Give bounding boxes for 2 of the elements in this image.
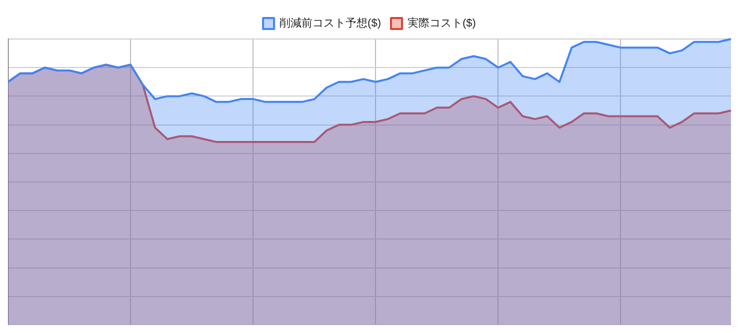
legend-label: 実際コスト($) <box>408 16 476 30</box>
legend-label: 削減前コスト予想($) <box>280 16 382 30</box>
